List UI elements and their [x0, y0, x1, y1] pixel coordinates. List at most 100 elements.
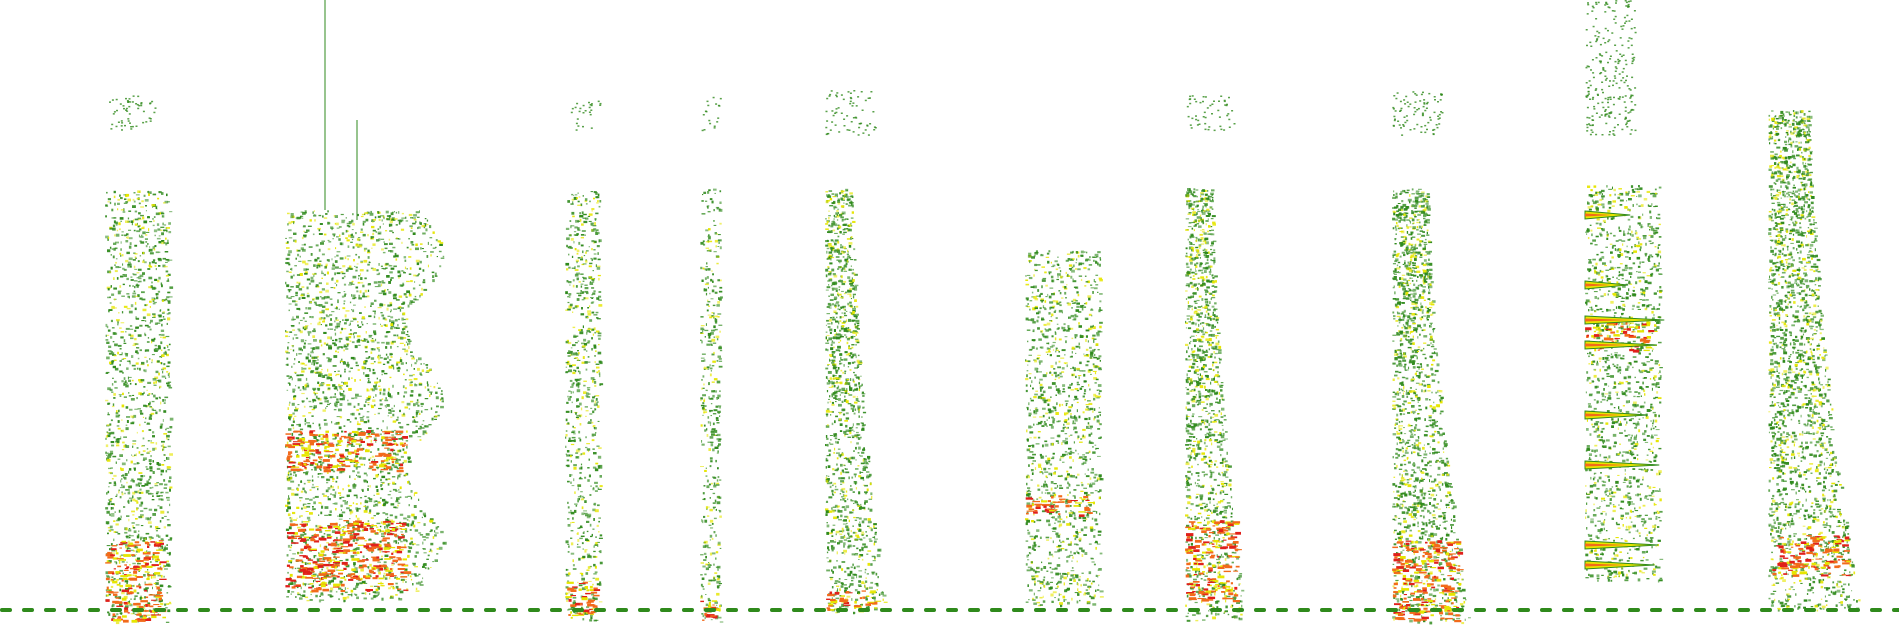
baseline-dash [374, 608, 386, 612]
baseline-dash [660, 608, 672, 612]
panel-2 [285, 210, 447, 603]
baseline-dash [1738, 608, 1750, 612]
baseline-dash [1892, 608, 1899, 612]
baseline-dash [1782, 608, 1794, 612]
baseline-dash [484, 608, 496, 612]
baseline-dash [1386, 608, 1398, 612]
baseline-dash [1210, 608, 1222, 612]
baseline-dash [1452, 608, 1464, 612]
baseline-dashes [0, 608, 1899, 612]
baseline-dash [1364, 608, 1376, 612]
baseline-dash [1034, 608, 1046, 612]
baseline-dash [440, 608, 452, 612]
panel-1 [105, 95, 174, 625]
baseline-dash [198, 608, 210, 612]
baseline-dash [1232, 608, 1244, 612]
baseline-dash [66, 608, 78, 612]
baseline-dash [1628, 608, 1640, 612]
baseline-dash [528, 608, 540, 612]
baseline-dash [748, 608, 760, 612]
baseline-dash [308, 608, 320, 612]
baseline-dash [1540, 608, 1552, 612]
baseline-dash [1606, 608, 1618, 612]
baseline-dash [396, 608, 408, 612]
baseline-dash [1122, 608, 1134, 612]
baseline-dash [1078, 608, 1090, 612]
baseline-dash [1870, 608, 1882, 612]
baseline-dash [836, 608, 848, 612]
baseline-dash [616, 608, 628, 612]
panel-group [105, 0, 1861, 625]
baseline-dash [1584, 608, 1596, 612]
baseline-dash [1650, 608, 1662, 612]
baseline-dash [1166, 608, 1178, 612]
baseline-dash [946, 608, 958, 612]
baseline-dash [704, 608, 716, 612]
baseline-dash [44, 608, 56, 612]
baseline-dash [594, 608, 606, 612]
baseline-dash [1320, 608, 1332, 612]
panel-7 [1185, 95, 1245, 622]
baseline-dash [1144, 608, 1156, 612]
baseline-dash [638, 608, 650, 612]
baseline-dash [1474, 608, 1486, 612]
baseline-dash [176, 608, 188, 612]
baseline-dash [880, 608, 892, 612]
baseline-dash [242, 608, 254, 612]
baseline-dash [110, 608, 122, 612]
baseline-dash [814, 608, 826, 612]
baseline-dash [330, 608, 342, 612]
baseline-dash [264, 608, 276, 612]
baseline-dash [924, 608, 936, 612]
baseline-dash [1672, 608, 1684, 612]
baseline-dash [1518, 608, 1530, 612]
baseline-dash [22, 608, 34, 612]
baseline-dash [1716, 608, 1728, 612]
baseline-dash [572, 608, 584, 612]
panel-8 [1392, 91, 1471, 625]
baseline-dash [418, 608, 430, 612]
baseline-dash [1056, 608, 1068, 612]
baseline-dash [1562, 608, 1574, 612]
panel-4 [700, 96, 724, 623]
panel-3 [565, 100, 604, 622]
baseline-dash [1100, 608, 1112, 612]
baseline-dash [990, 608, 1002, 612]
baseline-dash [286, 608, 298, 612]
panel-6 [1025, 250, 1104, 608]
baseline-dash [968, 608, 980, 612]
baseline-dash [1012, 608, 1024, 612]
baseline-dash [506, 608, 518, 612]
baseline-dash [1254, 608, 1266, 612]
baseline-dash [220, 608, 232, 612]
panel-9 [1584, 0, 1665, 583]
baseline-dash [1298, 608, 1310, 612]
baseline-dash [88, 608, 100, 612]
baseline-dash [1848, 608, 1860, 612]
baseline-dash [1408, 608, 1420, 612]
baseline-dash [1694, 608, 1706, 612]
baseline-dash [902, 608, 914, 612]
baseline-dash [682, 608, 694, 612]
baseline-dash [0, 608, 12, 612]
baseline-dash [352, 608, 364, 612]
baseline-dash [1342, 608, 1354, 612]
baseline-dash [550, 608, 562, 612]
baseline-dash [1826, 608, 1838, 612]
baseline-dash [154, 608, 166, 612]
panel-10 [1768, 110, 1861, 612]
baseline-dash [1188, 608, 1200, 612]
baseline-dash [462, 608, 474, 612]
baseline-dash [1430, 608, 1442, 612]
baseline-dash [770, 608, 782, 612]
baseline-dash [1760, 608, 1772, 612]
baseline-dash [726, 608, 738, 612]
baseline-dash [858, 608, 870, 612]
baseline-dash [792, 608, 804, 612]
baseline-dash [1496, 608, 1508, 612]
baseline-dash [1276, 608, 1288, 612]
panel-5 [825, 90, 888, 615]
